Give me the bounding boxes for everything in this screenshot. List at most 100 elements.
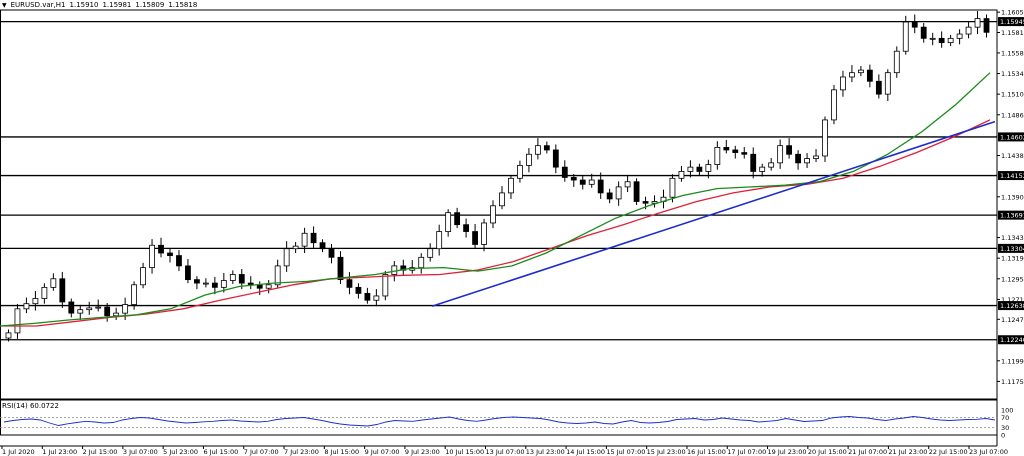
level-label-bg-1	[998, 132, 1024, 142]
y-tick-label-12: 1.12478	[1001, 316, 1024, 324]
candle-body	[319, 242, 326, 250]
candle-body	[517, 165, 523, 179]
candle-body	[274, 265, 281, 286]
level-label-0: 1.15945	[1000, 18, 1024, 26]
candle-body	[355, 286, 362, 294]
candle-body	[292, 245, 299, 250]
level-label-bg-3	[998, 210, 1024, 220]
candle-body	[866, 69, 873, 82]
candle-body	[427, 248, 434, 258]
candle-body	[849, 72, 855, 78]
candle-body	[328, 248, 335, 258]
y-tick-label-5: 1.14860	[1001, 111, 1024, 119]
candle-body	[624, 181, 631, 188]
candle-body	[490, 205, 496, 224]
high-price: 1.15981	[102, 1, 132, 9]
x-tick-label-21: 21 Jul 07:00	[848, 448, 887, 456]
candle-body	[23, 303, 30, 310]
level-label-bg-2	[998, 171, 1024, 181]
candle-body	[875, 80, 882, 95]
y-tick-label-3: 1.15340	[1001, 70, 1024, 78]
level-label-bg-6	[998, 335, 1024, 345]
candle-body	[741, 152, 748, 155]
candle-body	[463, 224, 469, 232]
candle-body	[633, 181, 640, 202]
candle-body	[965, 26, 972, 35]
candle-body	[947, 37, 954, 44]
rsi-line	[3, 416, 996, 427]
candle-body	[229, 274, 236, 281]
candle-body	[642, 201, 649, 204]
candle-body	[777, 145, 784, 164]
y-tick-label-0: 1.16055	[1001, 9, 1024, 17]
level-label-2: 1.14152	[1000, 172, 1024, 180]
candle-body	[714, 146, 721, 165]
x-tick-label-8: 8 Jul 15:00	[324, 448, 359, 456]
candle-body	[768, 162, 775, 168]
candle-body	[705, 164, 712, 172]
y-tick-label-11: 1.12710	[1001, 296, 1024, 304]
candle-body	[140, 267, 146, 286]
candle-body	[77, 309, 84, 314]
x-tick-label-10: 9 Jul 23:00	[405, 448, 440, 456]
rsi-label: RSI(14) 60.0722	[2, 402, 59, 410]
candle-body	[211, 282, 218, 288]
candle-body	[669, 177, 676, 198]
x-tick-label-23: 22 Jul 15:00	[929, 448, 968, 456]
candle-body	[418, 256, 425, 269]
candle-body	[131, 284, 138, 305]
candle-body	[5, 332, 12, 339]
candle-body	[893, 50, 900, 74]
x-tick-label-12: 13 Jul 07:00	[486, 448, 525, 456]
candle-body	[615, 186, 622, 200]
x-tick-label-15: 15 Jul 07:00	[606, 448, 645, 456]
open-price: 1.15910	[69, 1, 99, 9]
candle-body	[597, 179, 604, 194]
candle-body	[956, 33, 963, 39]
candle-body	[86, 307, 93, 311]
candle-body	[786, 145, 793, 155]
rsi-tick-2: 30	[1001, 424, 1009, 432]
ma-slow-line	[0, 119, 991, 327]
y-tick-label-14: 1.11755	[1001, 378, 1024, 386]
rsi-tick-1: 70	[1001, 414, 1009, 422]
candle-body	[382, 274, 389, 297]
candle-body	[759, 166, 766, 172]
chart-header: ▼ EURUSD.var,H1 1.15910 1.15981 1.15809 …	[2, 1, 197, 9]
candle-body	[804, 158, 810, 164]
candle-body	[911, 21, 918, 28]
level-label-bg-0	[998, 17, 1024, 27]
candle-body	[687, 166, 694, 172]
candle-body	[68, 301, 75, 314]
x-tick-label-2: 2 Jul 15:00	[83, 448, 118, 456]
x-tick-label-16: 15 Jul 23:00	[647, 448, 686, 456]
low-price: 1.15809	[135, 1, 165, 9]
symbol-label: EURUSD.var,H1	[10, 1, 66, 9]
x-tick-label-7: 7 Jul 23:00	[284, 448, 319, 456]
candle-body	[238, 274, 245, 284]
x-tick-label-22: 21 Jul 23:00	[888, 448, 927, 456]
level-label-4: 1.13304	[1000, 245, 1024, 253]
candle-body	[606, 192, 613, 200]
candle-body	[337, 256, 344, 281]
candle-body	[857, 69, 864, 74]
x-tick-label-1: 1 Jul 23:00	[42, 448, 77, 456]
y-tick-label-6: 1.14385	[1001, 152, 1024, 160]
y-tick-label-13: 1.11995	[1001, 357, 1024, 365]
candle-body	[750, 153, 757, 172]
candle-body	[723, 146, 730, 151]
candle-body	[185, 265, 191, 281]
x-tick-label-14: 14 Jul 15:00	[566, 448, 605, 456]
candle-body	[508, 177, 514, 194]
candle-body	[283, 248, 290, 267]
dropdown-icon[interactable]: ▼	[2, 1, 7, 9]
y-tick-label-4: 1.15100	[1001, 91, 1024, 99]
x-tick-label-3: 3 Jul 07:00	[123, 448, 158, 456]
candle-body	[310, 232, 317, 244]
level-label-5: 1.12638	[1000, 302, 1024, 310]
y-tick-label-8: 1.13430	[1001, 234, 1024, 242]
candle-body	[113, 312, 120, 317]
y-tick-label-7: 1.13905	[1001, 193, 1024, 201]
x-tick-label-9: 9 Jul 07:00	[365, 448, 400, 456]
